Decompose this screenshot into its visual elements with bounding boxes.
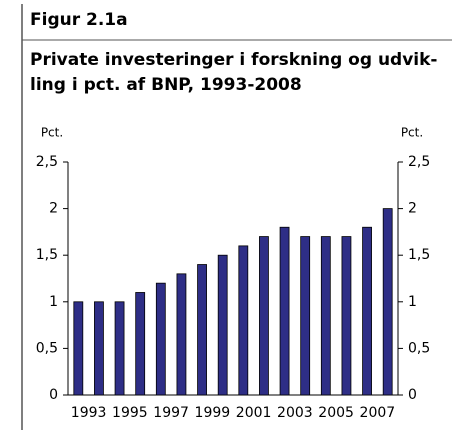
- bar: [238, 245, 249, 396]
- bar: [279, 226, 290, 396]
- x-tick-label: 2005: [318, 405, 354, 421]
- y-axis-label: Pct.: [41, 126, 63, 140]
- bar: [94, 301, 104, 396]
- bar: [73, 301, 84, 396]
- y-tick-label: 1: [49, 294, 58, 310]
- figure-label: Figur 2.1a: [30, 10, 128, 30]
- x-tick-label: 1999: [195, 405, 231, 421]
- bar: [382, 208, 393, 396]
- y2-tick-label: 2: [408, 201, 417, 217]
- bar: [259, 236, 269, 396]
- bar: [362, 226, 372, 396]
- x-tick-label: 1993: [71, 405, 107, 421]
- y-tick-label: 2,5: [36, 154, 58, 170]
- x-tick-label: 2003: [277, 405, 313, 421]
- x-tick-label: 2007: [360, 405, 396, 421]
- bar: [155, 282, 166, 396]
- y-tick-label: 1,5: [36, 247, 58, 263]
- bar: [114, 301, 125, 396]
- y2-tick-label: 0: [408, 387, 417, 403]
- y2-tick-label: 1,5: [408, 247, 430, 263]
- y2-tick-label: 1: [408, 294, 417, 310]
- bar: [176, 273, 187, 396]
- y2-axis-label: Pct.: [401, 126, 423, 140]
- x-tick-label: 2001: [236, 405, 272, 421]
- y-tick-label: 2: [49, 201, 58, 217]
- bar: [197, 264, 207, 396]
- y2-tick-label: 2,5: [408, 154, 430, 170]
- bar: [320, 236, 331, 396]
- bar: [135, 292, 146, 396]
- x-tick-label: 1995: [112, 405, 148, 421]
- y-tick-label: 0: [49, 387, 58, 403]
- bar: [217, 254, 228, 396]
- x-tick-label: 1997: [153, 405, 189, 421]
- chart-title: ling i pct. af BNP, 1993-2008: [30, 75, 302, 95]
- bar: [341, 236, 352, 396]
- y-tick-label: 0,5: [36, 340, 58, 356]
- chart-title: Private investeringer i forskning og udv…: [30, 50, 438, 70]
- bar: [300, 236, 311, 396]
- y2-tick-label: 0,5: [408, 340, 430, 356]
